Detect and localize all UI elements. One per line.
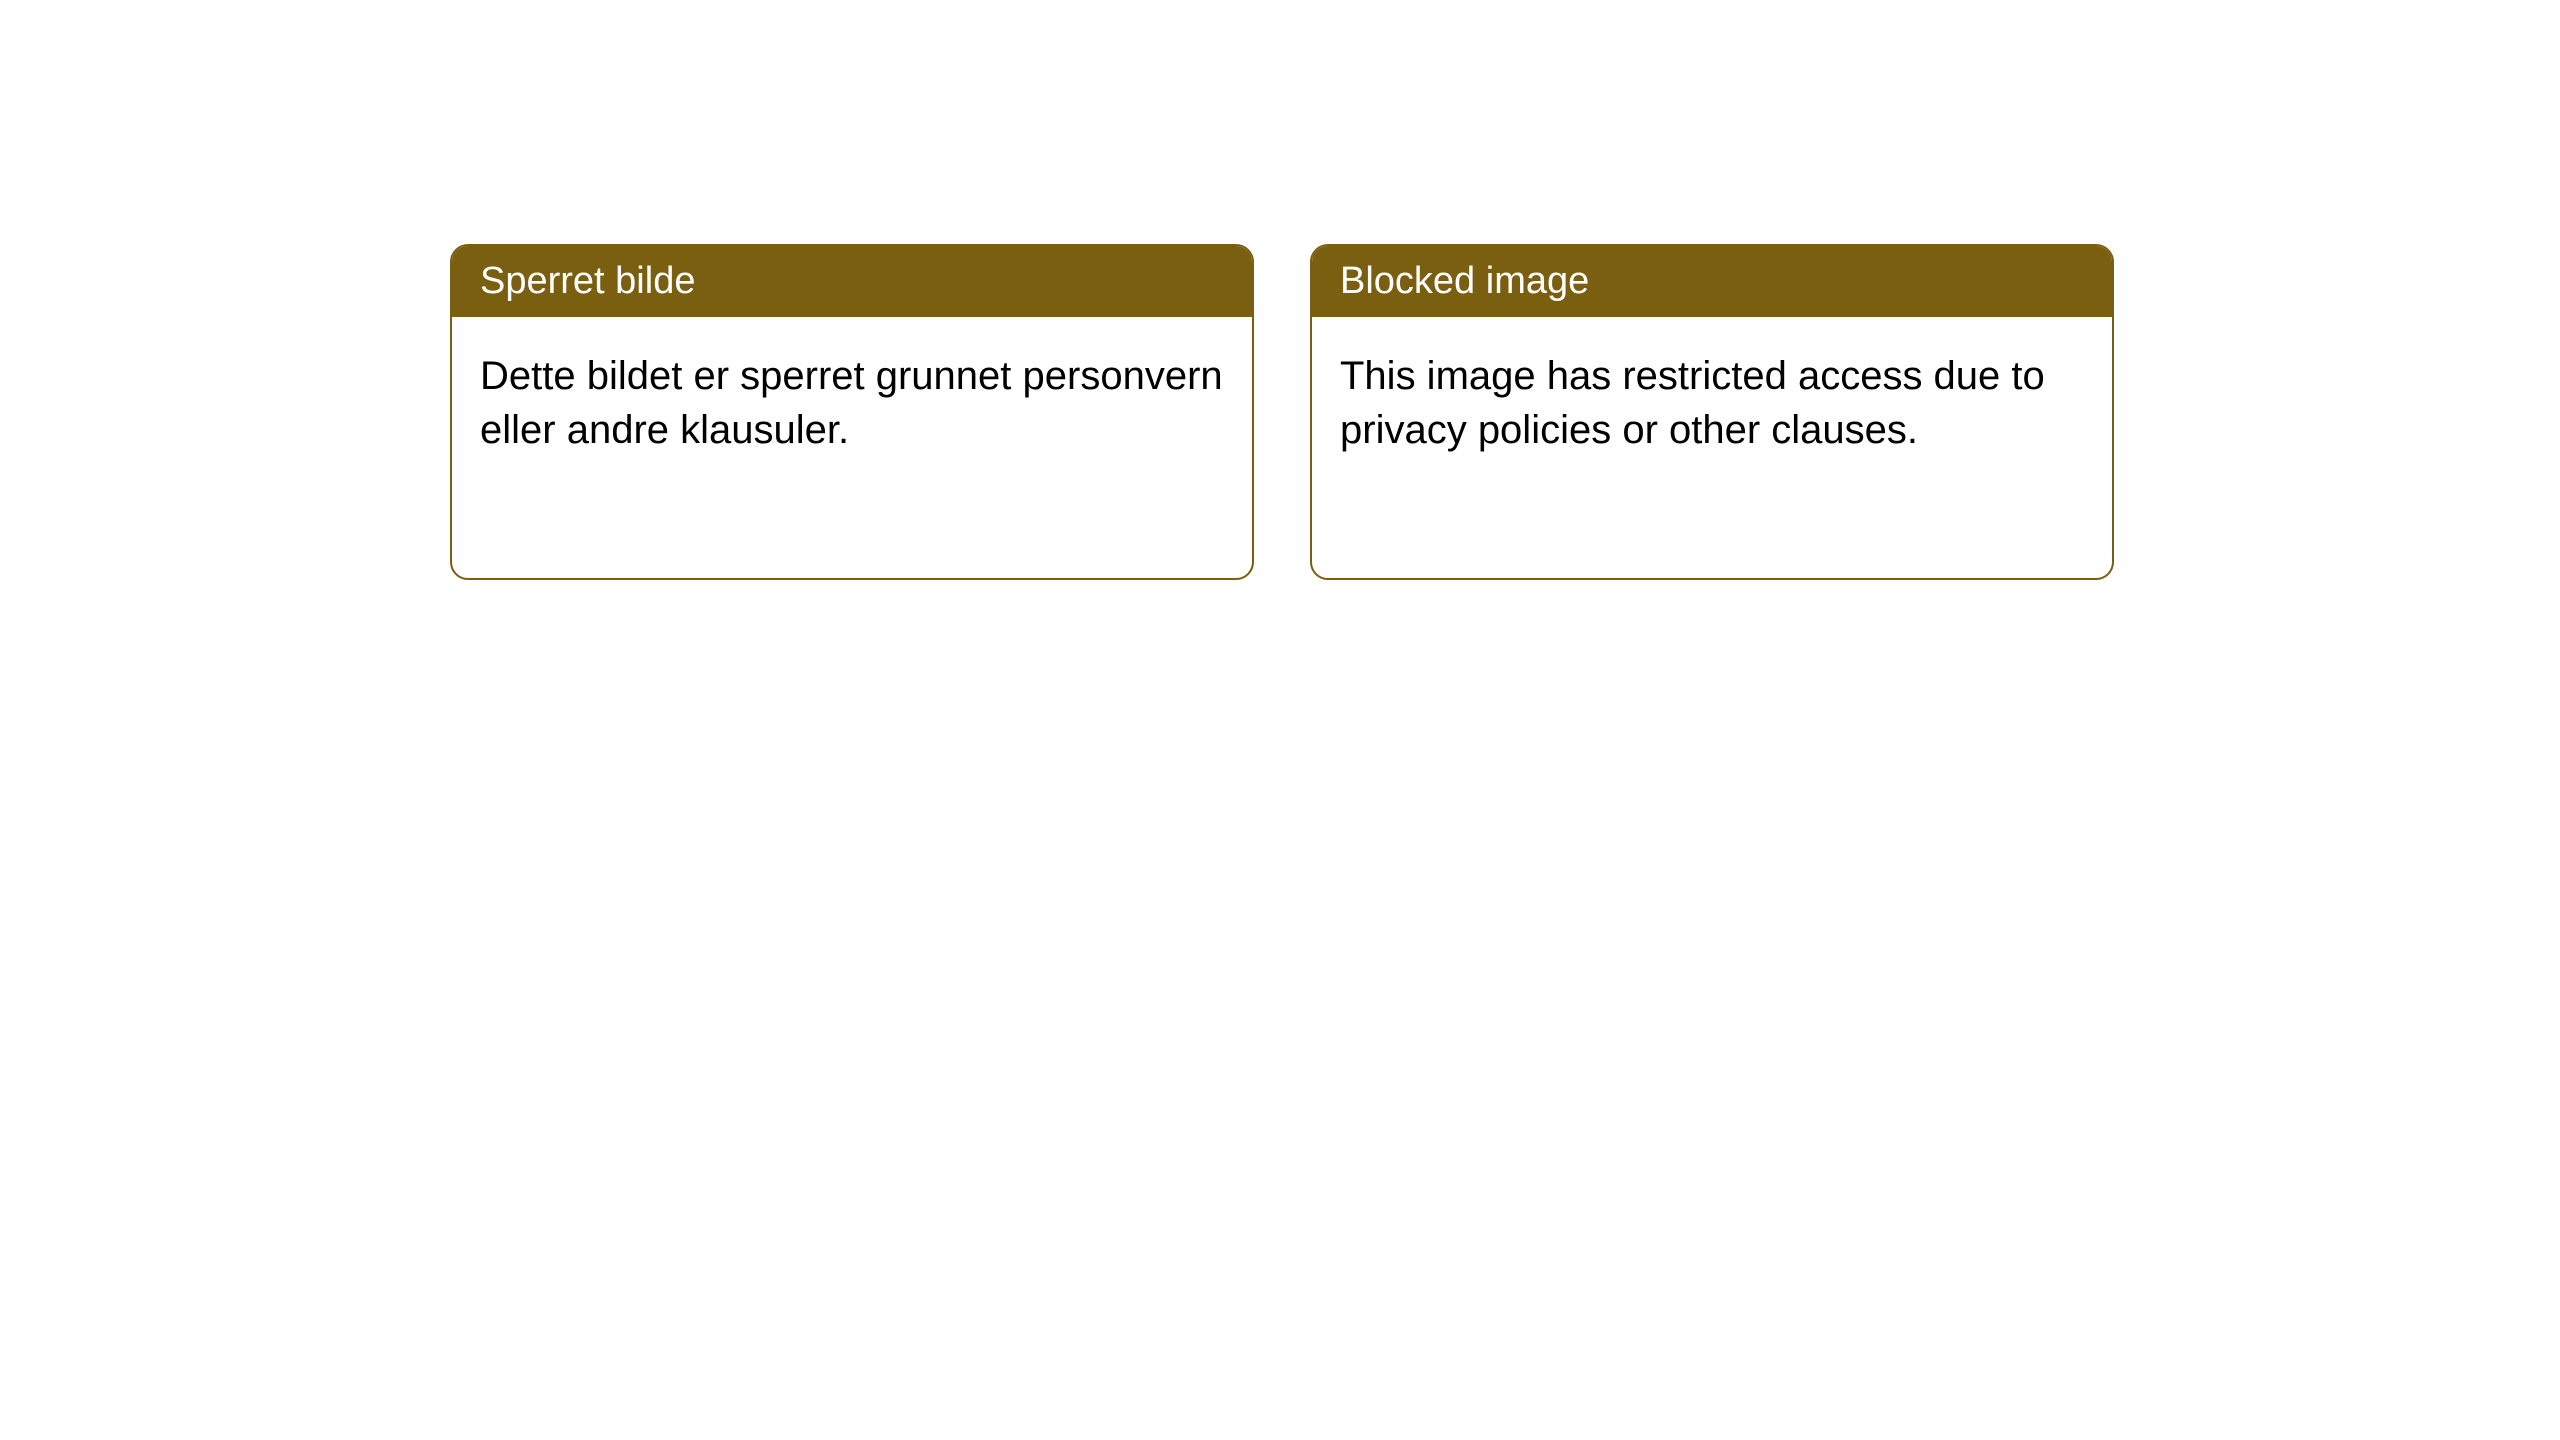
notice-card-title: Sperret bilde xyxy=(452,246,1252,317)
notice-card-title: Blocked image xyxy=(1312,246,2112,317)
notice-container: Sperret bilde Dette bildet er sperret gr… xyxy=(450,244,2114,580)
notice-card-body: This image has restricted access due to … xyxy=(1312,317,2112,489)
notice-card-no: Sperret bilde Dette bildet er sperret gr… xyxy=(450,244,1254,580)
notice-card-en: Blocked image This image has restricted … xyxy=(1310,244,2114,580)
notice-card-body: Dette bildet er sperret grunnet personve… xyxy=(452,317,1252,489)
